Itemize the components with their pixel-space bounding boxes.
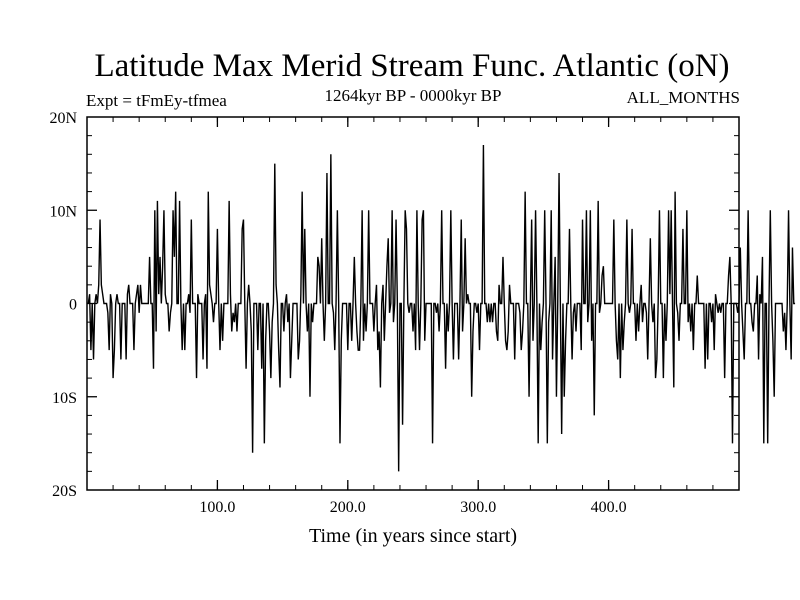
x-tick-label: 200.0 — [330, 499, 366, 516]
experiment-label: Expt = tFmEy-tfmea — [86, 91, 227, 110]
series-group — [87, 144, 796, 472]
x-tick-label: 100.0 — [199, 499, 235, 516]
y-tick-label: 20N — [49, 110, 77, 127]
y-tick-label: 10S — [52, 390, 77, 407]
chart-title: Latitude Max Merid Stream Func. Atlantic… — [94, 48, 729, 84]
period-label: 1264kyr BP - 0000kyr BP — [325, 86, 502, 105]
x-axis-label: Time (in years since start) — [309, 525, 517, 547]
axis-ticks: 100.0 200.0 300.0 400.0 20N 10N 0 10S 20S — [49, 110, 739, 516]
months-label: ALL_MONTHS — [627, 88, 740, 107]
x-tick-label: 400.0 — [591, 499, 627, 516]
y-tick-label: 20S — [52, 483, 77, 500]
y-tick-label: 10N — [49, 203, 77, 220]
series-line — [87, 144, 796, 472]
y-tick-label: 0 — [69, 297, 77, 314]
x-tick-label: 300.0 — [460, 499, 496, 516]
